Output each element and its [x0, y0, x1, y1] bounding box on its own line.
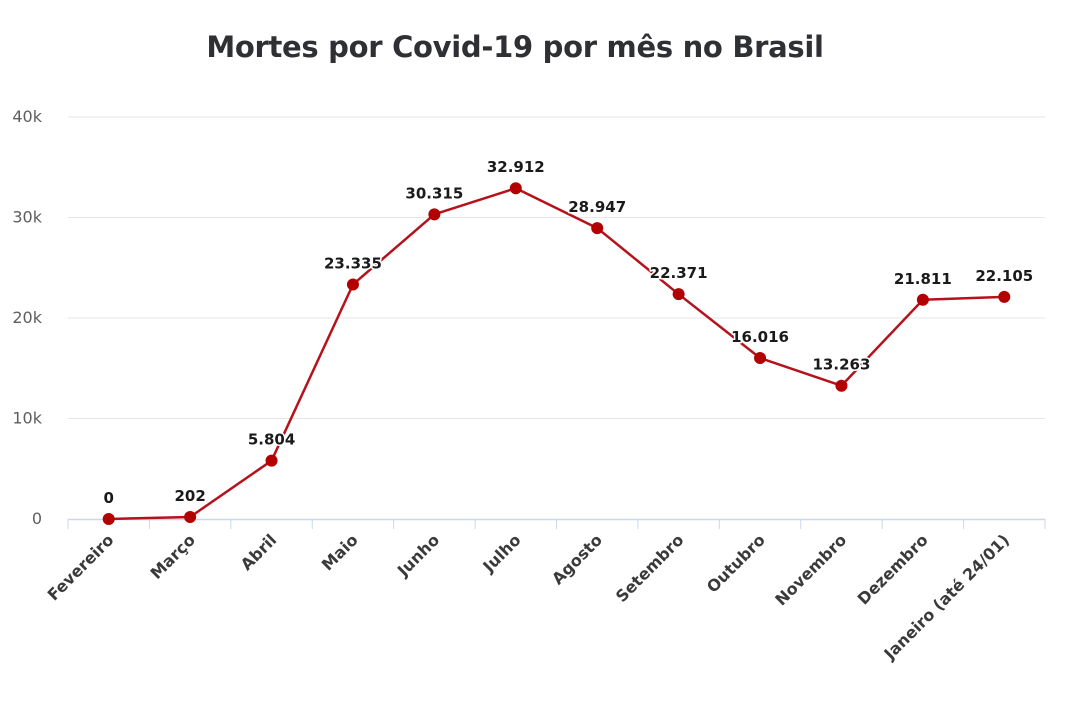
data-point[interactable]: [265, 454, 278, 467]
data-label: 0: [103, 489, 113, 507]
x-tick-label: Setembro: [612, 530, 688, 606]
data-point[interactable]: [184, 510, 197, 523]
y-tick-label: 20k: [12, 308, 42, 327]
y-tick-label: 30k: [12, 208, 42, 227]
series-line: [108, 186, 1005, 521]
data-label: 30.315: [405, 184, 463, 202]
data-label: 21.811: [894, 270, 952, 288]
data-label: 22.371: [650, 264, 708, 282]
x-tick-label: Abril: [237, 530, 281, 574]
x-tick-label: Março: [147, 530, 199, 582]
x-tick-label: Fevereiro: [44, 530, 118, 604]
data-label: 5.804: [248, 431, 295, 449]
data-label: 202: [174, 487, 205, 505]
data-point[interactable]: [754, 352, 767, 365]
x-tick-label: Novembro: [771, 530, 850, 609]
data-point[interactable]: [428, 208, 441, 221]
data-point[interactable]: [102, 513, 115, 525]
y-tick-label: 0: [32, 509, 42, 528]
chart-title: Mortes por Covid-19 por mês no Brasil: [206, 30, 824, 64]
x-tick-label: Julho: [479, 530, 525, 576]
y-tick-label: 40k: [12, 107, 42, 126]
y-tick-label: 10k: [12, 409, 42, 428]
data-label: 28.947: [568, 198, 626, 216]
data-point[interactable]: [346, 278, 359, 291]
x-tick-label: Junho: [393, 530, 443, 580]
x-tick-label: Agosto: [548, 530, 606, 588]
data-label: 13.263: [813, 356, 871, 374]
x-tick-label: Outubro: [703, 530, 769, 596]
data-point[interactable]: [509, 182, 522, 195]
data-label: 22.105: [975, 267, 1033, 285]
data-point[interactable]: [672, 288, 685, 301]
data-label: 16.016: [731, 328, 789, 346]
data-point[interactable]: [835, 379, 848, 392]
data-label: 32.912: [487, 158, 545, 176]
data-label: 23.335: [324, 254, 382, 272]
x-tick-label: Dezembro: [854, 530, 932, 608]
data-point[interactable]: [916, 293, 929, 306]
x-tick-label: Maio: [318, 530, 362, 574]
data-point[interactable]: [998, 290, 1011, 303]
data-point[interactable]: [591, 222, 604, 235]
